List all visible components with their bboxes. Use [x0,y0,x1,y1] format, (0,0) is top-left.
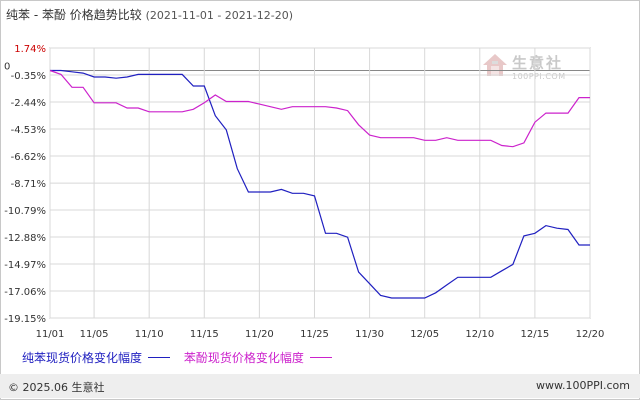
legend-label-phenol: 苯酚现货价格变化幅度 [183,351,304,365]
legend-swatch-phenol [309,357,332,358]
title-date-range: (2021-11-01 - 2021-12-20) [145,9,294,22]
series-line-phenol [49,69,590,148]
y-tick-label: -4.53% [11,125,46,136]
title-main: 纯苯 - 苯酚 价格趋势比较 [6,8,142,22]
y-tick-label: -14.97% [4,260,46,271]
grid-lines [49,47,591,319]
y-tick-label: -6.62% [11,152,46,163]
legend-item-phenol: 苯酚现货价格变化幅度 [184,349,332,366]
x-tick-label: 11/25 [300,329,329,340]
watermark-name: 生意社 [512,54,564,72]
x-axis-ticks: 11/01 11/05 11/10 11/15 11/20 11/25 11/30 12/05… [36,329,605,340]
y-tick-label: -12.88% [4,233,46,244]
x-tick-label: 11/15 [190,329,219,340]
x-tick-label: 11/10 [135,329,164,340]
footer-site-link[interactable]: www.100PPI.com [536,379,630,392]
chart-legend: 纯苯现货价格变化幅度 苯酚现货价格变化幅度 [22,349,342,366]
x-tick-label: 11/01 [36,329,65,340]
zero-label: 0 [4,61,10,72]
x-tick-label: 12/15 [520,329,549,340]
y-tick-label: -2.44% [11,98,46,109]
y-tick-label: -8.71% [11,179,46,190]
line-chart: 1.74% -0.35% -2.44% -4.53% -6.62% -8.71% -10.7… [4,44,605,340]
x-tick-label: 11/05 [80,329,109,340]
legend-label-benzene: 纯苯现货价格变化幅度 [22,351,143,365]
y-tick-label: -0.35% [11,71,46,82]
x-tick-label: 12/10 [465,329,494,340]
footer-bar: © 2025.06 生意社 www.100PPI.com [0,374,640,398]
y-tick-label: -19.15% [4,314,46,325]
y-axis-ticks: 1.74% -0.35% -2.44% -4.53% -6.62% -8.71% -10.7… [4,44,46,325]
x-tick-label: 11/30 [355,329,384,340]
y-tick-label: -17.06% [4,287,46,298]
y-tick-label: -10.79% [4,206,46,217]
series-line-benzene [50,69,590,299]
x-tick-label: 12/05 [410,329,439,340]
series-lines [49,69,590,299]
footer-copyright: © 2025.06 生意社 [8,381,105,394]
legend-swatch-benzene [148,357,171,358]
chart-title: 纯苯 - 苯酚 价格趋势比较 (2021-11-01 - 2021-12-20) [6,6,293,23]
x-tick-label: 12/20 [576,329,605,340]
y-tick-label: 1.74% [14,44,46,55]
x-tick-label: 11/20 [245,329,274,340]
legend-item-benzene: 纯苯现货价格变化幅度 [22,349,171,366]
watermark-url: 100PPI.COM [512,72,566,81]
